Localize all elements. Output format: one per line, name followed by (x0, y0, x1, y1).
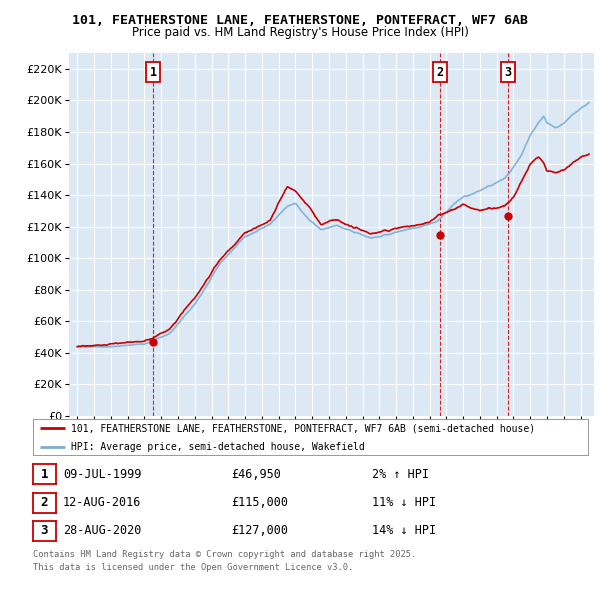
Text: £115,000: £115,000 (231, 496, 288, 509)
Text: 3: 3 (41, 525, 48, 537)
Text: £127,000: £127,000 (231, 525, 288, 537)
Text: 11% ↓ HPI: 11% ↓ HPI (372, 496, 436, 509)
Text: 101, FEATHERSTONE LANE, FEATHERSTONE, PONTEFRACT, WF7 6AB: 101, FEATHERSTONE LANE, FEATHERSTONE, PO… (72, 14, 528, 27)
Text: 28-AUG-2020: 28-AUG-2020 (63, 525, 142, 537)
Text: 14% ↓ HPI: 14% ↓ HPI (372, 525, 436, 537)
Text: 1: 1 (41, 468, 48, 481)
Text: Contains HM Land Registry data © Crown copyright and database right 2025.: Contains HM Land Registry data © Crown c… (33, 550, 416, 559)
Text: HPI: Average price, semi-detached house, Wakefield: HPI: Average price, semi-detached house,… (71, 442, 364, 452)
Text: 09-JUL-1999: 09-JUL-1999 (63, 468, 142, 481)
Text: 101, FEATHERSTONE LANE, FEATHERSTONE, PONTEFRACT, WF7 6AB (semi-detached house): 101, FEATHERSTONE LANE, FEATHERSTONE, PO… (71, 424, 535, 434)
Text: 1: 1 (149, 65, 157, 78)
Text: 2% ↑ HPI: 2% ↑ HPI (372, 468, 429, 481)
Text: 12-AUG-2016: 12-AUG-2016 (63, 496, 142, 509)
Text: Price paid vs. HM Land Registry's House Price Index (HPI): Price paid vs. HM Land Registry's House … (131, 26, 469, 39)
Text: 2: 2 (41, 496, 48, 509)
Text: £46,950: £46,950 (231, 468, 281, 481)
Text: 3: 3 (504, 65, 511, 78)
Text: 2: 2 (436, 65, 443, 78)
Text: This data is licensed under the Open Government Licence v3.0.: This data is licensed under the Open Gov… (33, 563, 353, 572)
